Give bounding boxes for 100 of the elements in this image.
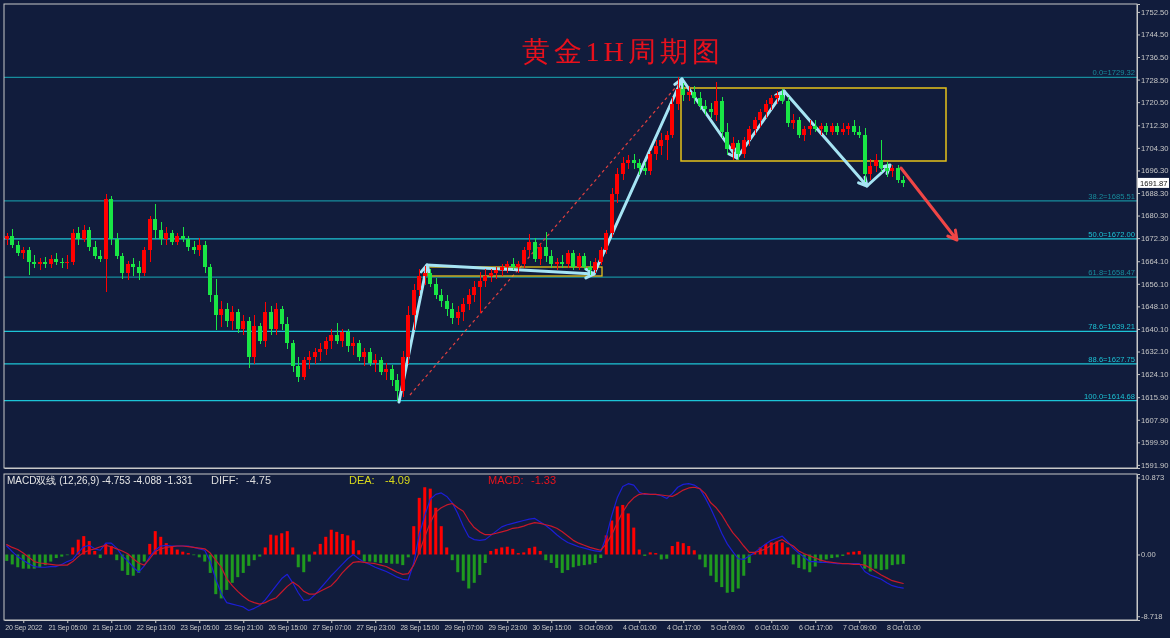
bar [505,546,509,555]
candlestick [714,82,718,121]
bar [549,554,553,563]
bar [500,547,504,555]
candlestick [615,167,619,203]
bar [494,548,498,555]
bar [175,549,179,555]
bar [307,554,311,562]
bar [5,554,9,561]
bar [775,541,779,555]
bar [511,548,515,555]
bar [665,554,669,559]
bar [291,547,295,555]
candlestick [302,356,306,381]
bar [896,554,900,565]
bar [703,554,707,568]
bar [692,550,696,555]
bar [412,526,416,555]
candlestick [230,306,234,330]
bar [346,535,350,555]
bar [797,554,801,568]
candlestick [857,125,861,138]
bar [181,551,185,555]
candlestick [747,125,751,147]
annotation: -1.33 [531,474,557,486]
bar [626,513,630,555]
bar [615,506,619,555]
bar [714,554,718,583]
candlestick [417,269,421,296]
candlestick [786,97,790,127]
candlestick [445,294,449,316]
bar [340,533,344,555]
bar [533,546,537,555]
bar [274,535,278,555]
annotation: -4.75 [246,474,272,486]
candlestick [621,156,625,181]
candlestick [725,122,729,155]
candlestick [467,289,471,310]
candlestick [241,314,245,336]
candlestick [390,365,394,387]
bar [280,533,284,555]
annotation: DEA: [349,474,375,486]
candlestick [285,317,289,350]
bar [390,554,394,564]
bar [148,543,152,555]
candlestick [120,252,124,279]
bar [379,554,383,563]
bar [885,554,889,570]
candlestick [571,249,575,271]
candlestick [269,306,273,336]
candlestick [384,362,388,381]
candlestick [258,323,262,344]
bar [791,554,795,565]
candlestick [329,328,333,350]
candlestick [742,136,746,158]
bar [593,554,597,563]
candlestick [280,306,284,330]
bar [648,552,652,555]
candlestick [395,373,399,402]
candlestick [10,228,14,248]
candlestick [472,280,476,302]
candlestick [703,100,707,116]
bar [142,554,146,562]
candlestick [527,233,531,257]
bar [318,543,322,555]
bar [522,552,526,555]
candlestick [434,277,438,299]
candlestick [203,241,207,274]
bar [401,554,405,566]
candlestick [654,139,658,161]
bar [621,504,625,555]
candlestick [544,231,548,263]
bar [296,554,300,568]
candlestick [219,300,223,327]
bar [461,554,465,581]
bar [247,554,251,566]
bar [560,554,564,573]
annotation: MACD: [488,474,524,486]
bar [263,547,267,555]
bar [362,554,366,562]
bar [489,550,493,555]
candlestick [115,232,119,260]
bar [681,543,685,555]
bar [527,548,531,555]
bar [439,526,443,555]
text: 黄金1H周期图 [521,36,724,67]
candlestick [791,114,795,130]
chart-title: MACD双线 (12,26,9) -4.753 -4.088 -1.331 [7,475,194,486]
bar [71,547,75,555]
bar [483,554,487,563]
bar [313,551,317,555]
candlestick [522,246,526,268]
bar [329,529,333,555]
candlestick [450,303,454,325]
bar [395,554,399,564]
bar [357,550,361,555]
candlestick [648,151,652,175]
annotation: DIFF: [211,474,239,486]
bar [731,554,735,593]
bar [285,531,289,555]
